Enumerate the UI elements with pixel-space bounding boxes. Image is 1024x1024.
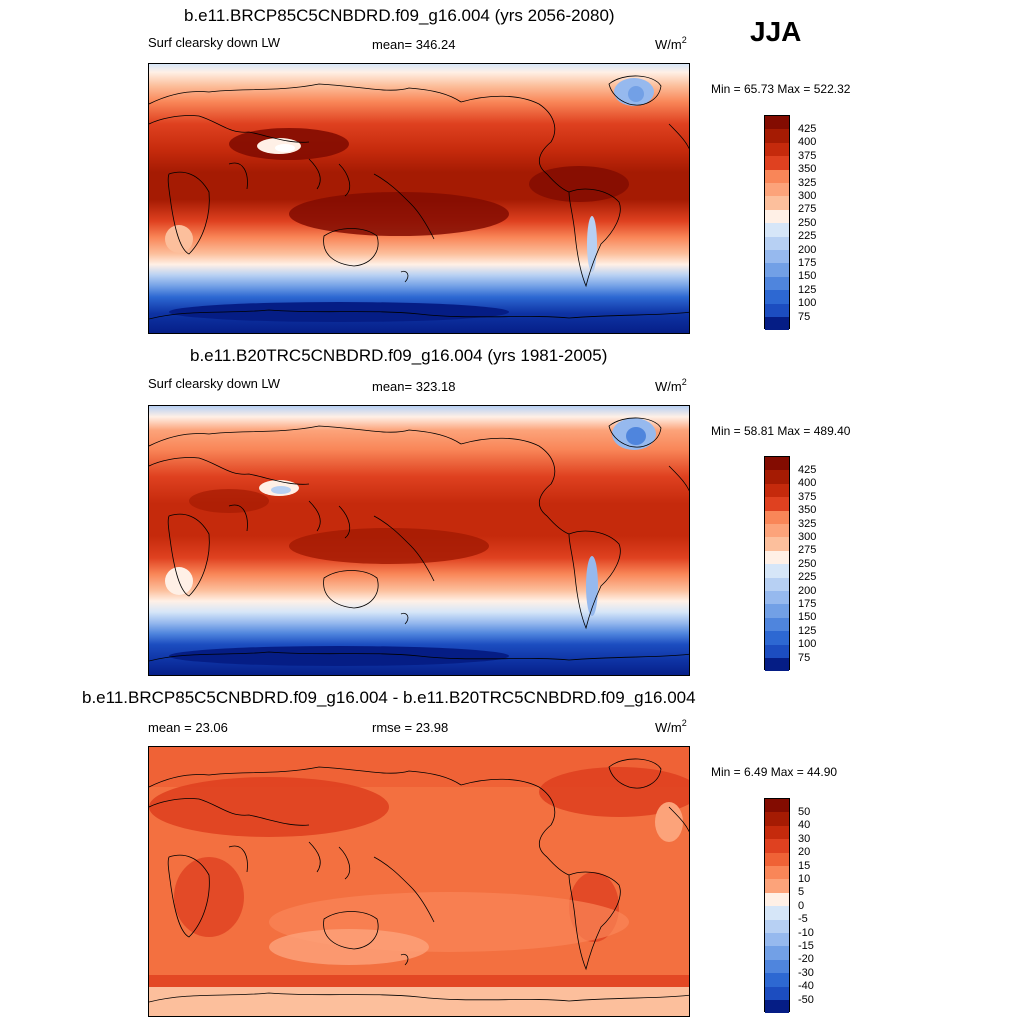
panel-2-colorbar-label: 425: [798, 464, 817, 476]
panel-1-mean-label: mean= 346.24: [372, 37, 456, 52]
panel-3-colorbar-label: -40: [798, 980, 814, 993]
panel-2-minmax: Min = 58.81 Max = 489.40: [711, 424, 851, 438]
panel-3-colorbar-label: 40: [798, 819, 811, 832]
panel-2-coastlines: [149, 417, 689, 662]
panel-2-colorbar-label: 175: [798, 598, 817, 610]
panel-2-colorbar-label: 225: [798, 571, 817, 584]
panel-3-colorbar-label: 20: [798, 846, 811, 859]
panel-2-map-svg: [149, 406, 689, 675]
panel-1-minmax: Min = 65.73 Max = 522.32: [711, 82, 851, 96]
panel-1-colorbar-label: 150: [798, 270, 817, 283]
panel-1-colorbar-label: 225: [798, 230, 817, 243]
panel-1-colorbar-label: 200: [798, 243, 817, 256]
panel-3-title: b.e11.BRCP85C5CNBDRD.f09_g16.004 - b.e11…: [82, 688, 696, 707]
panel-2-colorbar-label: 350: [798, 504, 817, 517]
panel-2-mean-label: mean= 323.18: [372, 379, 456, 394]
panel-2-colorbar-label: 150: [798, 611, 817, 624]
panel-2-colorbar-label: 200: [798, 584, 817, 597]
panel-3-colorbar: [764, 798, 790, 1013]
panel-1-colorbar-label: 425: [798, 123, 817, 135]
panel-1-colorbar-label: 300: [798, 190, 817, 202]
panel-3-colorbar-label: -20: [798, 953, 814, 966]
panel-2-variable-label: Surf clearsky down LW: [148, 376, 280, 391]
season-label: JJA: [750, 16, 802, 47]
panel-2-colorbar-label: 250: [798, 557, 817, 570]
panel-1-variable-label: Surf clearsky down LW: [148, 35, 280, 50]
panel-1-colorbar-label: 375: [798, 149, 817, 162]
panel-3-colorbar-label: -15: [798, 940, 814, 952]
panel-1-colorbar-label: 100: [798, 297, 817, 310]
panel-2-colorbar-label: 325: [798, 517, 817, 530]
panel-1-map-svg: [149, 64, 689, 333]
panel-3-minmax: Min = 6.49 Max = 44.90: [711, 765, 838, 779]
panel-3-field-features: [149, 747, 689, 1016]
panel-1-map: [148, 63, 690, 334]
panel-2-colorbar-label: 100: [798, 638, 817, 651]
panel-3-map: [148, 746, 690, 1017]
panel-1-colorbar-label: 250: [798, 216, 817, 229]
panel-2-units: W/m2: [655, 377, 687, 394]
panel-2-map: [148, 405, 690, 676]
panel-3-units: W/m2: [655, 718, 687, 735]
panel-2-colorbar-label: 400: [798, 477, 817, 490]
panel-2-colorbar-label: 300: [798, 531, 817, 543]
panel-3-mean-label: mean = 23.06: [148, 720, 228, 735]
panel-3-colorbar-label: 50: [798, 806, 811, 818]
panel-3-colorbar-label: 15: [798, 859, 811, 872]
panel-1-colorbar: [764, 115, 790, 330]
panel-3-colorbar-label: -50: [798, 993, 814, 1006]
panel-2-colorbar: [764, 456, 790, 671]
panel-3-rmse-label: rmse = 23.98: [372, 720, 449, 735]
panel-2-colorbar-label: 275: [798, 544, 817, 557]
panel-3-colorbar-label: -30: [798, 966, 814, 979]
panel-3-colorbar-label: 0: [798, 899, 805, 912]
panel-3-colorbar-label: 30: [798, 832, 811, 845]
panel-3-colorbar-label: 10: [798, 873, 811, 885]
panel-2-colorbar-label: 125: [798, 624, 817, 637]
panel-3-colorbar-label: -10: [798, 926, 814, 939]
panel-1-coastlines: [149, 75, 689, 320]
panel-1-colorbar-label: 350: [798, 163, 817, 176]
panel-1-title: b.e11.BRCP85C5CNBDRD.f09_g16.004 (yrs 20…: [184, 6, 615, 25]
panel-2-colorbar-label: 75: [798, 651, 811, 664]
panel-3-coastlines: [149, 758, 689, 1003]
panel-2-title: b.e11.B20TRC5CNBDRD.f09_g16.004 (yrs 198…: [190, 346, 608, 365]
panel-1-units: W/m2: [655, 35, 687, 52]
panel-1-colorbar-label: 275: [798, 203, 817, 216]
panel-3-colorbar-label: -5: [798, 913, 808, 926]
panel-1-colorbar-label: 325: [798, 176, 817, 189]
panel-1-colorbar-label: 400: [798, 136, 817, 149]
panel-1-colorbar-label: 125: [798, 283, 817, 296]
panel-3-colorbar-label: 5: [798, 886, 805, 899]
panel-2-colorbar-label: 375: [798, 490, 817, 503]
panel-1-colorbar-label: 75: [798, 310, 811, 323]
panel-1-colorbar-label: 175: [798, 257, 817, 269]
panel-3-map-svg: [149, 747, 689, 1016]
